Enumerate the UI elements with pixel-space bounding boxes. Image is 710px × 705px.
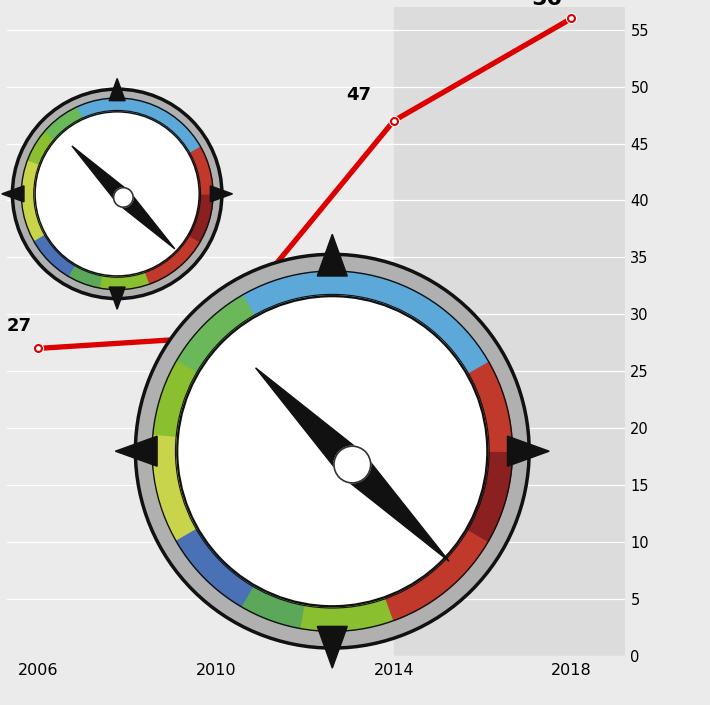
Polygon shape [72, 146, 129, 203]
Bar [394, 7, 625, 656]
Circle shape [136, 255, 529, 648]
Wedge shape [146, 235, 200, 284]
Wedge shape [143, 103, 200, 152]
Polygon shape [341, 453, 449, 561]
Wedge shape [27, 133, 53, 166]
Circle shape [35, 111, 200, 276]
Wedge shape [468, 361, 513, 451]
Text: 56: 56 [532, 0, 562, 9]
Wedge shape [381, 280, 488, 373]
Wedge shape [101, 272, 150, 290]
Wedge shape [242, 587, 305, 629]
Polygon shape [109, 78, 125, 101]
Circle shape [13, 89, 222, 299]
Wedge shape [190, 194, 213, 242]
Wedge shape [176, 295, 254, 373]
Text: 47: 47 [346, 86, 371, 104]
Circle shape [177, 296, 488, 606]
Wedge shape [242, 271, 388, 315]
Polygon shape [210, 186, 233, 202]
Wedge shape [69, 266, 103, 288]
Circle shape [114, 188, 133, 207]
Wedge shape [468, 451, 513, 541]
Polygon shape [109, 287, 125, 309]
Wedge shape [152, 436, 197, 541]
Text: 28: 28 [223, 305, 248, 324]
Circle shape [334, 446, 371, 483]
Text: 27: 27 [6, 317, 31, 335]
Polygon shape [508, 436, 550, 466]
Polygon shape [2, 186, 24, 202]
Wedge shape [34, 235, 75, 277]
Polygon shape [117, 192, 175, 249]
Wedge shape [301, 599, 394, 632]
Wedge shape [77, 98, 147, 118]
Polygon shape [116, 436, 157, 466]
Polygon shape [256, 368, 364, 476]
Polygon shape [317, 234, 347, 276]
Wedge shape [44, 107, 82, 140]
Polygon shape [317, 626, 347, 668]
Wedge shape [22, 161, 39, 187]
Wedge shape [190, 146, 213, 194]
Wedge shape [153, 361, 197, 438]
Wedge shape [386, 529, 488, 620]
Wedge shape [176, 529, 254, 607]
Wedge shape [21, 185, 45, 242]
